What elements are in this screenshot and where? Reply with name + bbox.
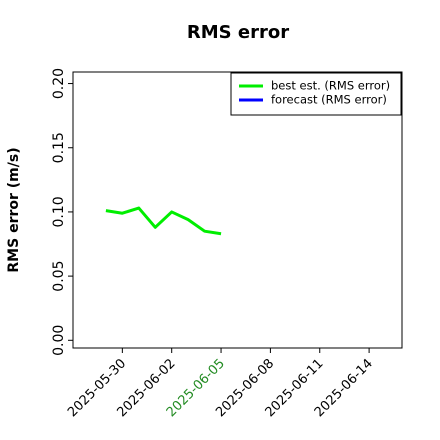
plot-frame [72, 71, 403, 349]
chart-title: RMS error [187, 22, 289, 43]
y-axis-label: RMS error (m/s) [6, 147, 22, 272]
y-tick-label: 0.15 [51, 132, 67, 163]
y-tick-label: 0.05 [51, 261, 67, 292]
y-tick-label: 0.10 [51, 196, 67, 227]
y-tick-label: 0.00 [51, 325, 67, 356]
y-tick-label: 0.20 [51, 68, 67, 99]
legend-box [230, 72, 402, 116]
legend-label: forecast (RMS error) [271, 93, 387, 107]
data-line [105, 206, 222, 236]
legend-label: best est. (RMS error) [271, 79, 390, 93]
